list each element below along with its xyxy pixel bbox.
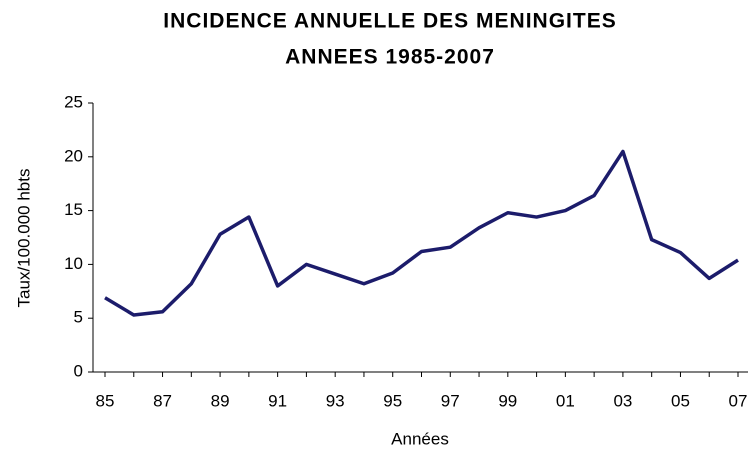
y-tick-label: 15 [64,200,83,219]
x-tick-label: 97 [441,391,460,410]
y-axis-label: Taux/100.000 hbts [14,169,33,308]
y-tick-label: 20 [64,146,83,165]
chart-subtitle: ANNEES 1985-2007 [285,46,495,69]
y-tick-label: 0 [74,361,83,380]
x-tick-label: 91 [268,391,287,410]
y-tick-label: 10 [64,254,83,273]
y-tick-label: 25 [64,92,83,111]
x-tick-label: 05 [671,391,690,410]
x-tick-label: 87 [153,391,172,410]
x-tick-label: 07 [729,391,748,410]
chart-title: INCIDENCE ANNUELLE DES MENINGITES [163,10,616,33]
x-tick-label: 95 [383,391,402,410]
x-tick-label: 89 [211,391,230,410]
y-tick-label: 5 [74,308,83,327]
line-series [104,149,739,317]
x-axis-label: Années [391,429,449,448]
x-tick-label: 99 [498,391,517,410]
x-tick-label: 85 [96,391,115,410]
x-tick-label: 03 [613,391,632,410]
x-tick-label: 93 [326,391,345,410]
x-tick-label: 01 [556,391,575,410]
